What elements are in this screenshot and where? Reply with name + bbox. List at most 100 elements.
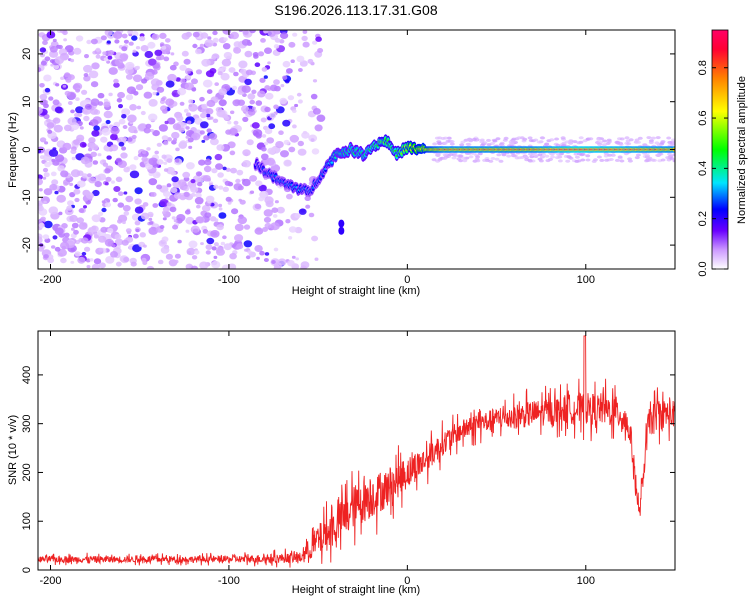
spectrogram-noise-blob bbox=[162, 206, 170, 213]
spectrogram-noise-blob bbox=[263, 141, 269, 146]
spectrogram-noise-blob bbox=[305, 204, 311, 209]
spectrogram-noise-blob bbox=[85, 258, 91, 263]
spectrogram-noise-blob bbox=[151, 34, 158, 39]
spectrogram-noise-blob bbox=[84, 246, 91, 252]
spectrogram-noise-blob bbox=[665, 156, 671, 160]
spectrogram-noise-blob bbox=[229, 128, 238, 136]
spectrogram-noise-blob bbox=[576, 141, 582, 145]
spectrogram-noise-blob bbox=[308, 212, 315, 218]
x-tick-label: -200 bbox=[39, 575, 61, 587]
spectrogram-noise-blob bbox=[312, 40, 318, 45]
spectrogram-noise-blob bbox=[237, 216, 247, 225]
spectrogram-noise-blob bbox=[218, 203, 223, 208]
spectrogram-noise-blob bbox=[121, 146, 127, 151]
spectrogram-noise-blob bbox=[145, 123, 152, 129]
spectrogram-noise-blob bbox=[163, 56, 170, 62]
spectrogram-noise-blob bbox=[271, 260, 276, 264]
spectrogram-noise-blob bbox=[183, 108, 189, 113]
spectrogram-noise-blob bbox=[206, 237, 215, 245]
spectrogram-noise-blob bbox=[91, 214, 102, 223]
spectrogram-noise-blob bbox=[317, 48, 324, 53]
spectrogram-noise-blob bbox=[199, 261, 209, 269]
spectrogram-noise-blob bbox=[642, 143, 648, 147]
spectrogram-noise-blob bbox=[184, 82, 194, 91]
spectrogram-noise-blob bbox=[115, 176, 123, 183]
spectrogram-noise-blob bbox=[205, 244, 213, 251]
spectrogram-noise-blob bbox=[100, 136, 108, 143]
spectrogram-noise-blob bbox=[134, 220, 141, 226]
spectrogram-noise-blob bbox=[92, 189, 100, 197]
x-tick-label: 0 bbox=[404, 575, 410, 587]
spectrogram-noise-blob bbox=[43, 254, 49, 259]
spectrogram-noise-blob bbox=[207, 36, 212, 40]
spectrogram-noise-blob bbox=[143, 127, 151, 134]
spectrogram-noise-blob bbox=[128, 41, 134, 46]
spectrogram-noise-blob bbox=[159, 199, 169, 207]
spectrogram-y-ticks: -20 -10 0 10 20 bbox=[21, 48, 675, 253]
spectrogram-noise-blob bbox=[254, 245, 263, 252]
spectrogram-noise-blob bbox=[90, 151, 97, 157]
spectrogram-noise-blob bbox=[70, 260, 75, 264]
spectrogram-noise-blob bbox=[667, 140, 673, 144]
spectrogram-noise-blob bbox=[104, 202, 112, 208]
spectrogram-noise-blob bbox=[48, 96, 54, 101]
spectrogram-noise-blob bbox=[212, 118, 219, 124]
spectrogram-noise-blob bbox=[38, 67, 42, 73]
spectrogram-x-ticks: -200 -100 0 100 bbox=[39, 30, 595, 286]
spectrogram-noise-blob bbox=[221, 264, 231, 269]
spectrogram-noise-blob bbox=[52, 117, 61, 124]
spectrogram-noise-blob bbox=[38, 149, 42, 154]
spectrogram-noise-blob bbox=[264, 252, 270, 256]
spectrogram-noise-blob bbox=[221, 58, 232, 67]
spectrogram-noise-blob bbox=[606, 138, 612, 142]
spectrogram-noise-blob bbox=[585, 158, 591, 162]
spectrogram-noise-blob bbox=[249, 175, 258, 182]
spectrogram-noise-blob bbox=[249, 190, 255, 194]
spectrogram-noise-blob bbox=[260, 117, 267, 123]
spectrogram-noise-blob bbox=[195, 69, 203, 75]
spectrogram-noise-blob bbox=[602, 139, 608, 143]
spectrogram-noise-blob bbox=[544, 154, 550, 158]
spectrogram-noise-blob bbox=[126, 230, 131, 235]
spectrogram-noise-blob bbox=[195, 171, 203, 177]
spectrogram-noise-blob bbox=[171, 216, 176, 220]
spectrogram-noise-blob bbox=[617, 155, 623, 159]
spectrogram-noise-blob bbox=[556, 153, 562, 156]
spectrogram-noise-blob bbox=[125, 94, 134, 101]
spectrogram-noise-blob bbox=[202, 175, 211, 182]
spectrogram-noise-blob bbox=[110, 133, 118, 141]
spectrogram-noise-blob bbox=[71, 227, 75, 231]
x-tick-label: -200 bbox=[39, 274, 61, 286]
spectrogram-noise-blob bbox=[297, 148, 307, 156]
spectrogram-noise-blob bbox=[263, 258, 269, 262]
spectrogram-noise-blob bbox=[95, 54, 101, 59]
spectrogram-noise-blob bbox=[146, 147, 151, 151]
spectrogram-noise-blob bbox=[242, 160, 252, 168]
spectrogram-noise-blob bbox=[149, 221, 154, 225]
spectrogram-noise-blob bbox=[206, 99, 216, 108]
spectrogram-noise-blob bbox=[209, 68, 217, 74]
spectrogram-noise-blob bbox=[93, 258, 102, 265]
spectrogram-noise-blob bbox=[578, 136, 584, 140]
spectrogram-noise-blob bbox=[108, 92, 113, 97]
spectrogram-noise-blob bbox=[137, 153, 143, 158]
spectrogram-noise-blob bbox=[188, 99, 194, 104]
spectrogram-noise-blob bbox=[213, 242, 219, 247]
spectrogram-y-label: Frequency (Hz) bbox=[7, 112, 19, 188]
spectrogram-noise-blob bbox=[264, 106, 271, 113]
spectrogram-noise-blob bbox=[210, 230, 220, 238]
spectrogram-noise-blob bbox=[279, 39, 285, 44]
spectrogram-noise-blob bbox=[123, 211, 130, 216]
spectrogram-noise-blob bbox=[549, 152, 555, 156]
spectrogram-noise-blob bbox=[248, 108, 252, 112]
spectrogram-noise-blob bbox=[181, 32, 190, 40]
spectrogram-noise-blob bbox=[223, 51, 233, 59]
spectrogram-noise-blob bbox=[110, 251, 118, 258]
spectrogram-noise-blob bbox=[43, 74, 52, 82]
spectrogram-noise-blob bbox=[302, 130, 308, 135]
spectrogram-noise-blob bbox=[63, 124, 72, 132]
spectrogram-noise-blob bbox=[516, 136, 522, 140]
spectrogram-noise-blob bbox=[267, 61, 271, 65]
spectrogram-noise-blob bbox=[133, 233, 139, 239]
spectrogram-noise-blob bbox=[222, 166, 227, 171]
